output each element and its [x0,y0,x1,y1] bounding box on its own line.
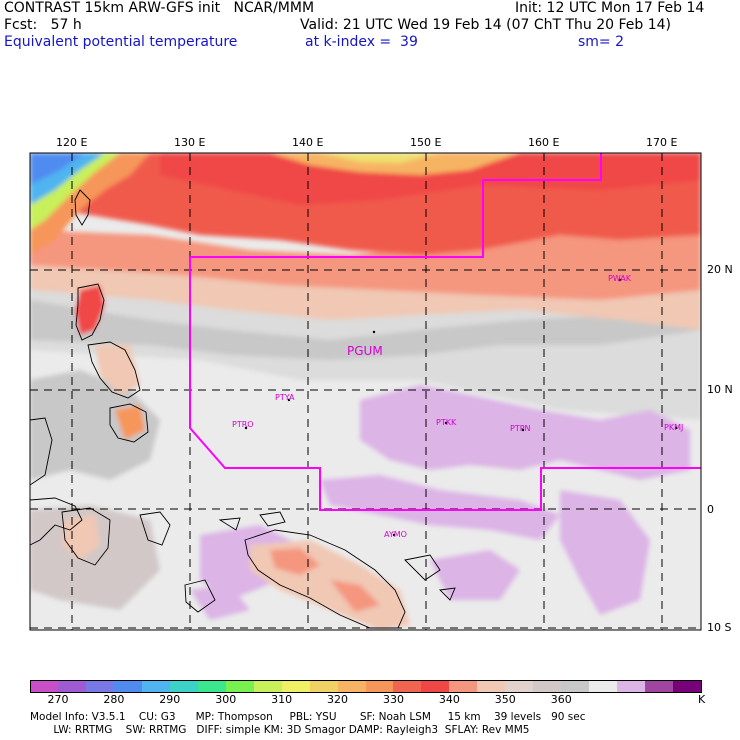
colorbar-swatch [533,680,562,692]
theta-e-field: PGUM PTYA PTRO PTKK PTPN PKMJ PWAK AYMO [30,153,701,630]
colorbar-swatch [449,680,478,692]
colorbar-label: 330 [382,693,404,706]
station-ptpn: PTPN [510,424,531,433]
colorbar-swatch [477,680,506,692]
forecast-hour: Fcst: 57 h [4,17,82,33]
model-title: CONTRAST 15km ARW-GFS init NCAR/MMM [4,0,315,16]
smoothing: sm= 2 [578,34,625,50]
colorbar-swatch [645,680,674,692]
init-time: Init: 12 UTC Mon 17 Feb 14 [515,0,705,16]
lon-label-140e: 140 E [292,136,324,149]
station-pgum: PGUM [347,344,383,358]
model-info-line1: Model Info: V3.5.1 CU: G3 MP: Thompson P… [30,711,586,723]
colorbar-swatch [225,680,255,692]
lon-label-150e: 150 E [410,136,442,149]
lat-label-10n: 10 N [707,383,733,396]
lat-label-20n: 20 N [707,263,733,276]
lon-label-130e: 130 E [174,136,206,149]
lat-label-10s: 10 S [707,621,732,634]
field-name: Equivalent potential temperature [4,34,238,50]
colorbar-swatch [30,680,59,692]
sub-domain-boundary [189,153,701,511]
colorbar-swatch [337,680,366,692]
colorbar-swatch [589,680,618,692]
station-aymo: AYMO [384,530,407,539]
station-ptkk: PTKK [436,418,457,427]
colorbar-label: 280 [103,693,125,706]
map-frame [29,152,702,631]
colorbar-swatch [673,680,702,692]
colorbar-label: 300 [215,693,237,706]
model-info-line2: LW: RRTMG SW: RRTMG DIFF: simple KM: 3D … [30,724,530,736]
lon-label-160e: 160 E [528,136,560,149]
station-ptro: PTRO [232,420,254,429]
valid-time: Valid: 21 UTC Wed 19 Feb 14 (07 ChT Thu … [300,17,672,33]
colorbar-swatch [561,680,590,692]
colorbar-swatch [365,680,394,692]
coastlines [30,189,456,629]
colorbar-swatch [393,680,422,692]
colorbar-swatch [169,680,199,692]
colorbar-label: 350 [494,693,516,706]
colorbar-label: 340 [438,693,460,706]
colorbar-label: 320 [327,693,349,706]
lon-label-120e: 120 E [56,136,88,149]
colorbar-swatch [85,680,115,692]
colorbar-swatch [57,680,87,692]
lat-label-0: 0 [707,503,714,516]
colorbar-swatch [617,680,646,692]
colorbar-swatch [309,680,339,692]
colorbar-swatch [113,680,143,692]
colorbar-label: 310 [271,693,293,706]
colorbar-swatch [141,680,171,692]
k-index: at k-index = 39 [305,34,418,50]
colorbar-swatch [505,680,534,692]
station-pkmj: PKMJ [664,423,683,432]
colorbar-frame [30,680,702,693]
colorbar-label: 360 [550,693,572,706]
colorbar-swatch [281,680,311,692]
station-pwak: PWAK [608,274,632,283]
colorbar-label: 290 [159,693,181,706]
station-ptya: PTYA [275,393,295,402]
colorbar-unit: K [698,693,706,706]
colorbar-swatch [421,680,450,692]
colorbar-swatch [197,680,227,692]
colorbar-swatch [253,680,283,692]
colorbar-label: 270 [47,693,69,706]
lon-label-170e: 170 E [646,136,678,149]
